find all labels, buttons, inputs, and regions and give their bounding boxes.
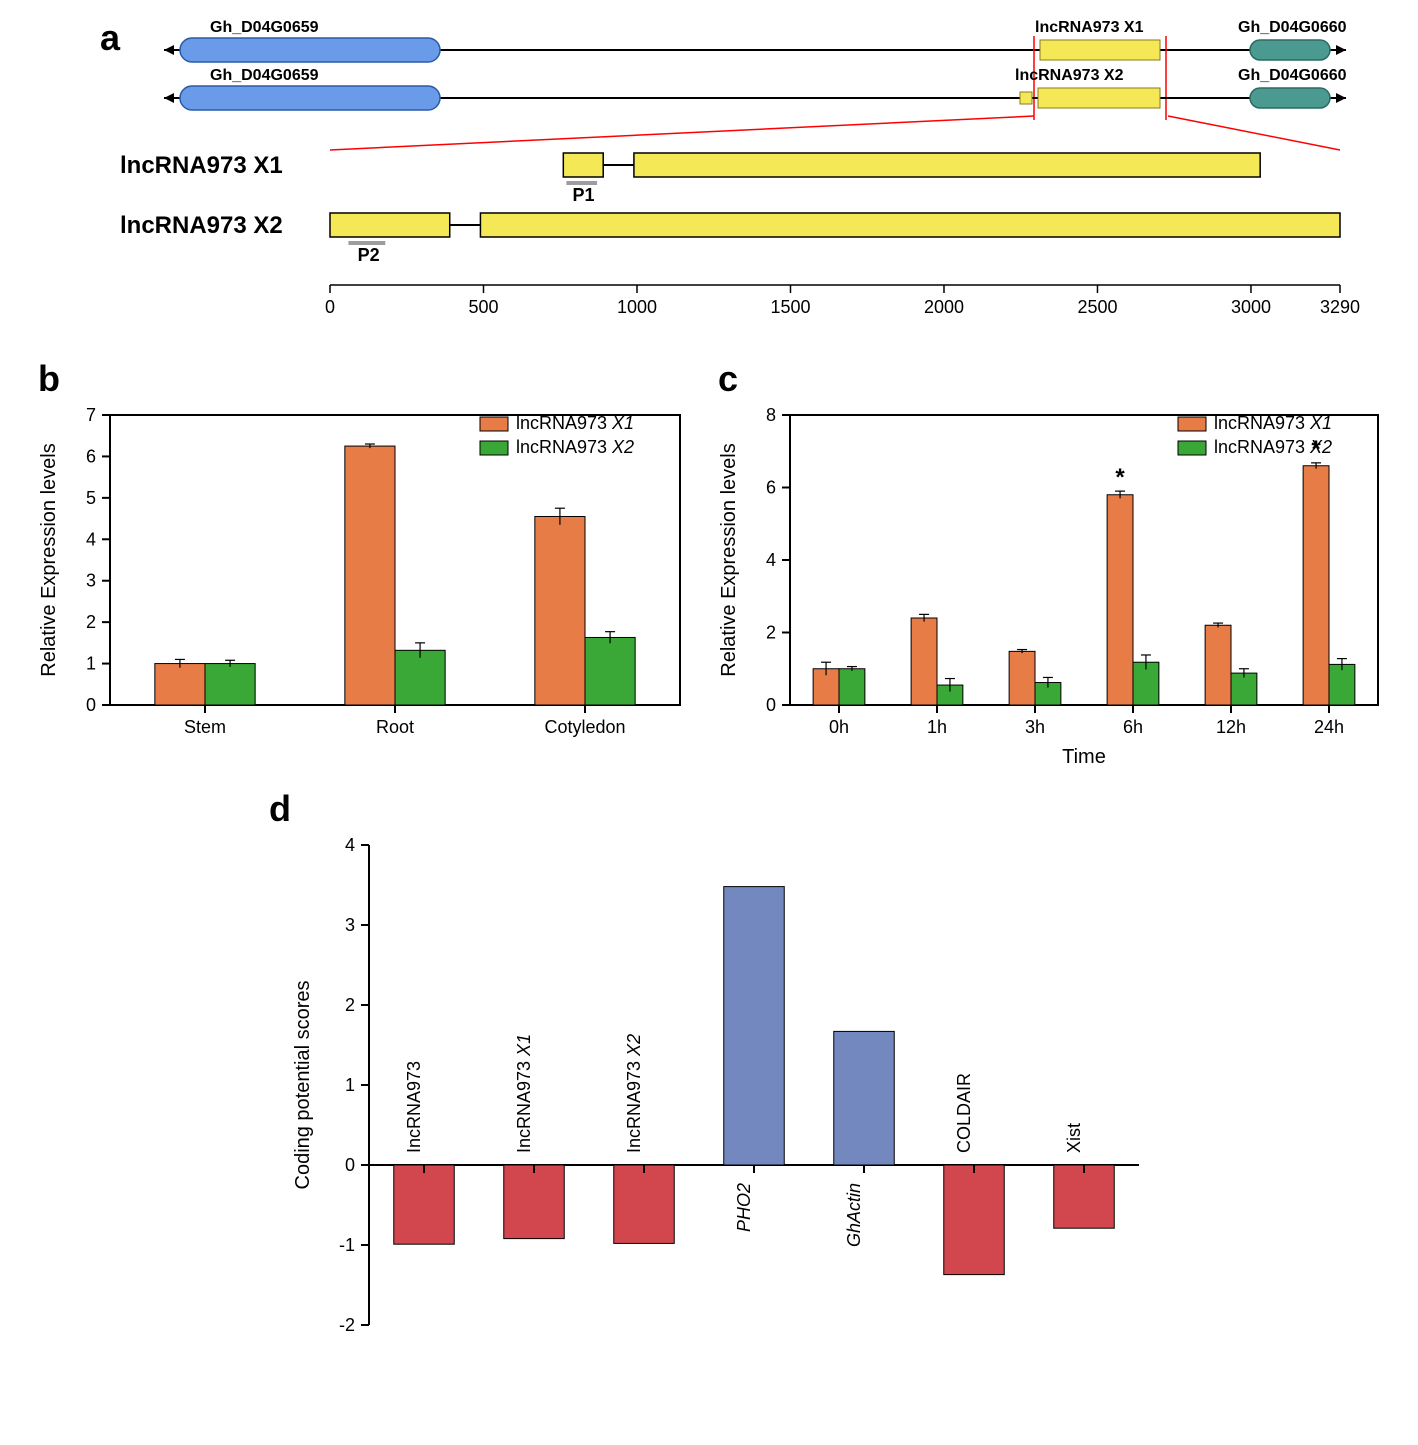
svg-text:IncRNA973 X2: IncRNA973 X2 bbox=[624, 1034, 644, 1153]
svg-text:COLDAIR: COLDAIR bbox=[954, 1073, 974, 1153]
svg-text:4: 4 bbox=[86, 529, 96, 549]
svg-text:Gh_D04G0659: Gh_D04G0659 bbox=[210, 67, 319, 84]
svg-text:3: 3 bbox=[86, 571, 96, 591]
svg-text:5: 5 bbox=[86, 488, 96, 508]
svg-text:Time: Time bbox=[1062, 746, 1106, 768]
svg-text:2: 2 bbox=[345, 995, 355, 1015]
svg-text:0: 0 bbox=[86, 695, 96, 715]
figure-container: a Gh_D04G0659 lncRNA973 X1 Gh_D04G0660 Gh_D0… bbox=[0, 0, 1418, 1365]
svg-text:1: 1 bbox=[86, 654, 96, 674]
svg-text:GhActin: GhActin bbox=[844, 1183, 864, 1247]
svg-text:0: 0 bbox=[325, 297, 335, 317]
svg-text:0: 0 bbox=[766, 695, 776, 715]
svg-text:1: 1 bbox=[345, 1075, 355, 1095]
svg-text:2: 2 bbox=[86, 612, 96, 632]
svg-text:a: a bbox=[100, 20, 121, 58]
panel-b-svg: b 0 1 2 3 4 5 6 7 Relative Expression levels Stem R… bbox=[20, 355, 700, 775]
svg-text:1500: 1500 bbox=[770, 297, 810, 317]
svg-text:1000: 1000 bbox=[617, 297, 657, 317]
svg-text:Cotyledon: Cotyledon bbox=[544, 717, 625, 737]
svg-text:3000: 3000 bbox=[1231, 297, 1271, 317]
svg-text:3: 3 bbox=[345, 915, 355, 935]
svg-text:Gh_D04G0660: Gh_D04G0660 bbox=[1238, 67, 1347, 84]
panel-a-svg: a Gh_D04G0659 lncRNA973 X1 Gh_D04G0660 Gh_D0… bbox=[20, 20, 1398, 330]
svg-text:Xist: Xist bbox=[1064, 1123, 1084, 1153]
svg-text:b: b bbox=[38, 358, 60, 399]
svg-text:3290: 3290 bbox=[1320, 297, 1360, 317]
svg-text:P2: P2 bbox=[358, 245, 380, 265]
svg-text:lncRNA973 X2: lncRNA973 X2 bbox=[516, 437, 634, 457]
svg-text:2: 2 bbox=[766, 623, 776, 643]
svg-text:1h: 1h bbox=[927, 717, 947, 737]
svg-text:2000: 2000 bbox=[924, 297, 964, 317]
svg-text:500: 500 bbox=[468, 297, 498, 317]
svg-text:6h: 6h bbox=[1123, 717, 1143, 737]
svg-text:lncRNA973 X1: lncRNA973 X1 bbox=[1214, 413, 1332, 433]
svg-text:3h: 3h bbox=[1025, 717, 1045, 737]
svg-text:Gh_D04G0660: Gh_D04G0660 bbox=[1238, 20, 1347, 36]
svg-text:IncRNA973: IncRNA973 bbox=[404, 1061, 424, 1153]
svg-text:Root: Root bbox=[376, 717, 414, 737]
svg-text:PHO2: PHO2 bbox=[734, 1183, 754, 1232]
svg-text:Gh_D04G0659: Gh_D04G0659 bbox=[210, 20, 319, 36]
svg-text:Coding potential scores: Coding potential scores bbox=[292, 980, 314, 1189]
svg-text:2500: 2500 bbox=[1077, 297, 1117, 317]
svg-text:0: 0 bbox=[345, 1155, 355, 1175]
svg-text:0h: 0h bbox=[829, 717, 849, 737]
svg-text:24h: 24h bbox=[1314, 717, 1344, 737]
svg-text:6: 6 bbox=[766, 478, 776, 498]
svg-text:7: 7 bbox=[86, 405, 96, 425]
svg-text:c: c bbox=[718, 358, 738, 399]
panel-d-svg: d -2 -1 0 1 2 3 4 Coding potential scores IncRNA9… bbox=[259, 785, 1159, 1345]
svg-text:IncRNA973 X1: IncRNA973 X1 bbox=[514, 1034, 534, 1153]
svg-text:lncRNA973 X1: lncRNA973 X1 bbox=[120, 152, 283, 179]
svg-text:4: 4 bbox=[766, 550, 776, 570]
svg-text:6: 6 bbox=[86, 446, 96, 466]
svg-text:lncRNA973 X2: lncRNA973 X2 bbox=[1015, 67, 1124, 84]
svg-text:-1: -1 bbox=[339, 1235, 355, 1255]
svg-text:*: * bbox=[1115, 464, 1125, 491]
svg-text:Relative Expression levels: Relative Expression levels bbox=[718, 443, 740, 676]
svg-text:4: 4 bbox=[345, 835, 355, 855]
svg-text:lncRNA973 X1: lncRNA973 X1 bbox=[516, 413, 634, 433]
svg-text:Relative Expression levels: Relative Expression levels bbox=[38, 443, 60, 676]
svg-text:lncRNA973 X1: lncRNA973 X1 bbox=[1035, 20, 1144, 36]
svg-text:8: 8 bbox=[766, 405, 776, 425]
svg-text:lncRNA973 X2: lncRNA973 X2 bbox=[120, 212, 283, 239]
svg-text:lncRNA973 X2: lncRNA973 X2 bbox=[1214, 437, 1332, 457]
svg-text:-2: -2 bbox=[339, 1315, 355, 1335]
svg-text:d: d bbox=[269, 788, 291, 829]
svg-text:12h: 12h bbox=[1216, 717, 1246, 737]
svg-text:Stem: Stem bbox=[184, 717, 226, 737]
svg-text:P1: P1 bbox=[573, 185, 595, 205]
panel-c-svg: c 0 2 4 6 8 Relative Expression levels Time 0h 1h… bbox=[700, 355, 1398, 775]
